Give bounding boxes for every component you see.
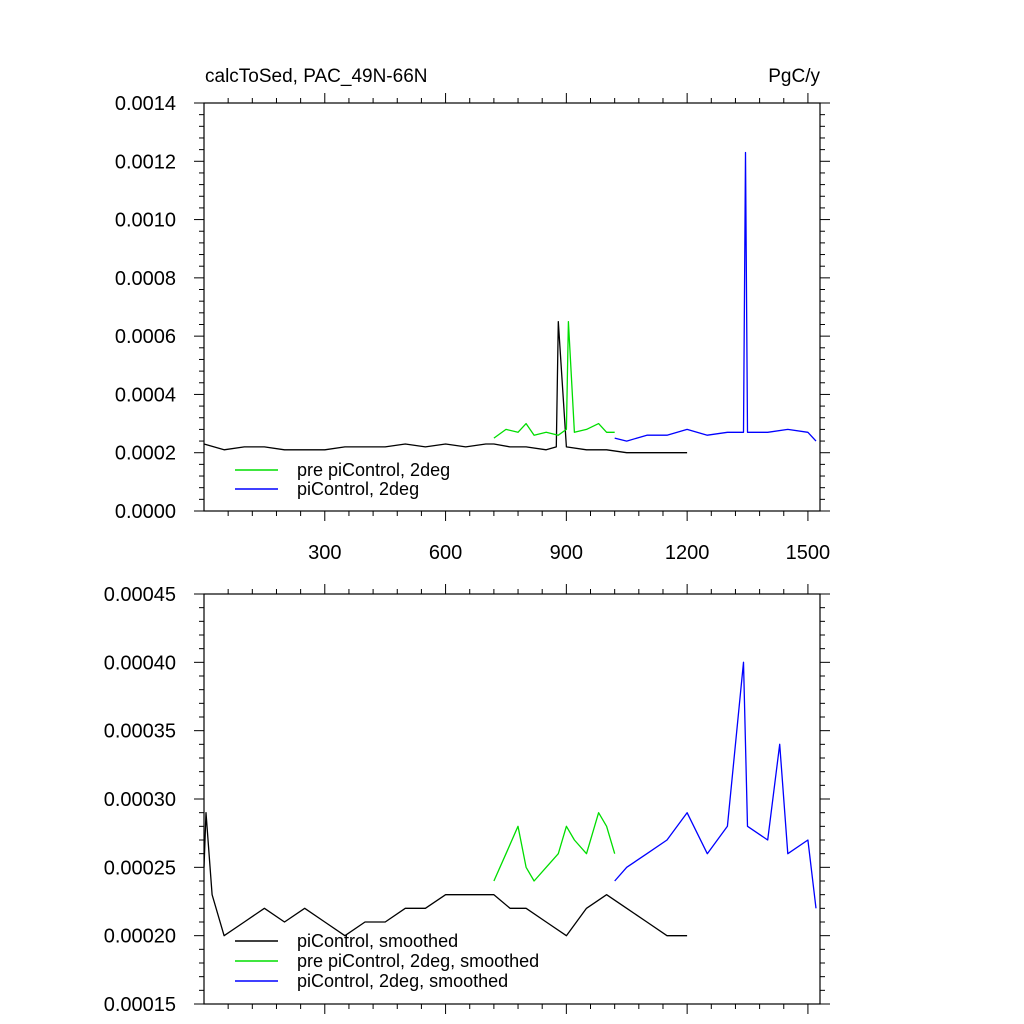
bottom-legend-label-2: piControl, 2deg, smoothed: [297, 971, 508, 991]
bottom-panel-ticks: 0.00015 0.00020 0.00025 0.00030 0.00035 0.000…: [104, 584, 830, 1016]
top-y-tick-label-5: 0.0010: [115, 210, 176, 232]
top-y-tick-label-4: 0.0008: [115, 268, 176, 290]
top-x-tick-label-3: 1200: [665, 542, 710, 564]
top-series-line-1: [493, 320, 615, 439]
bottom-y-tick-label-5: 0.00040: [104, 652, 176, 674]
bottom-y-tick-label-3: 0.00030: [104, 789, 176, 811]
top-y-tick-label-6: 0.0012: [115, 151, 176, 173]
top-panel: calcToSed, PAC_49N-66N PgC/y pre piContr…: [115, 66, 830, 564]
top-panel-title: calcToSed, PAC_49N-66N: [205, 66, 427, 87]
bottom-legend-label-1: pre piControl, 2deg, smoothed: [297, 951, 539, 971]
bottom-y-tick-label-2: 0.00025: [104, 857, 176, 879]
bottom-panel-series: [203, 661, 817, 937]
top-x-tick-label-2: 900: [550, 542, 583, 564]
top-series-line-0: [203, 320, 688, 454]
bottom-y-tick-label-1: 0.00020: [104, 926, 176, 948]
top-y-tick-label-2: 0.0004: [115, 384, 176, 406]
top-y-tick-label-1: 0.0002: [115, 443, 176, 465]
top-panel-frame: [203, 102, 821, 512]
top-series-line-2: [614, 151, 817, 442]
top-y-tick-label-0: 0.0000: [115, 501, 176, 523]
top-y-tick-label-7: 0.0014: [115, 93, 176, 115]
bottom-legend-label-0: piControl, smoothed: [297, 931, 458, 951]
top-x-tick-label-0: 300: [308, 542, 341, 564]
bottom-series-line-0: [203, 812, 688, 937]
top-y-tick-label-3: 0.0006: [115, 326, 176, 348]
top-legend-label-0: pre piControl, 2deg: [297, 460, 450, 480]
top-x-tick-label-1: 600: [429, 542, 462, 564]
top-panel-ticks: 300 600 900 1200 1500 0.0000 0.0002 0.0004 0.000…: [115, 93, 830, 564]
top-panel-units: PgC/y: [768, 66, 820, 87]
top-panel-series: [203, 151, 817, 454]
bottom-panel-frame: [203, 593, 821, 1005]
top-x-tick-label-4: 1500: [786, 542, 831, 564]
bottom-y-tick-label-0: 0.00015: [104, 994, 176, 1016]
bottom-y-tick-label-4: 0.00035: [104, 721, 176, 743]
bottom-y-tick-label-6: 0.00045: [104, 584, 176, 606]
bottom-series-line-2: [614, 661, 817, 909]
bottom-series-line-1: [493, 812, 616, 882]
top-legend-label-1: piControl, 2deg: [297, 479, 419, 499]
